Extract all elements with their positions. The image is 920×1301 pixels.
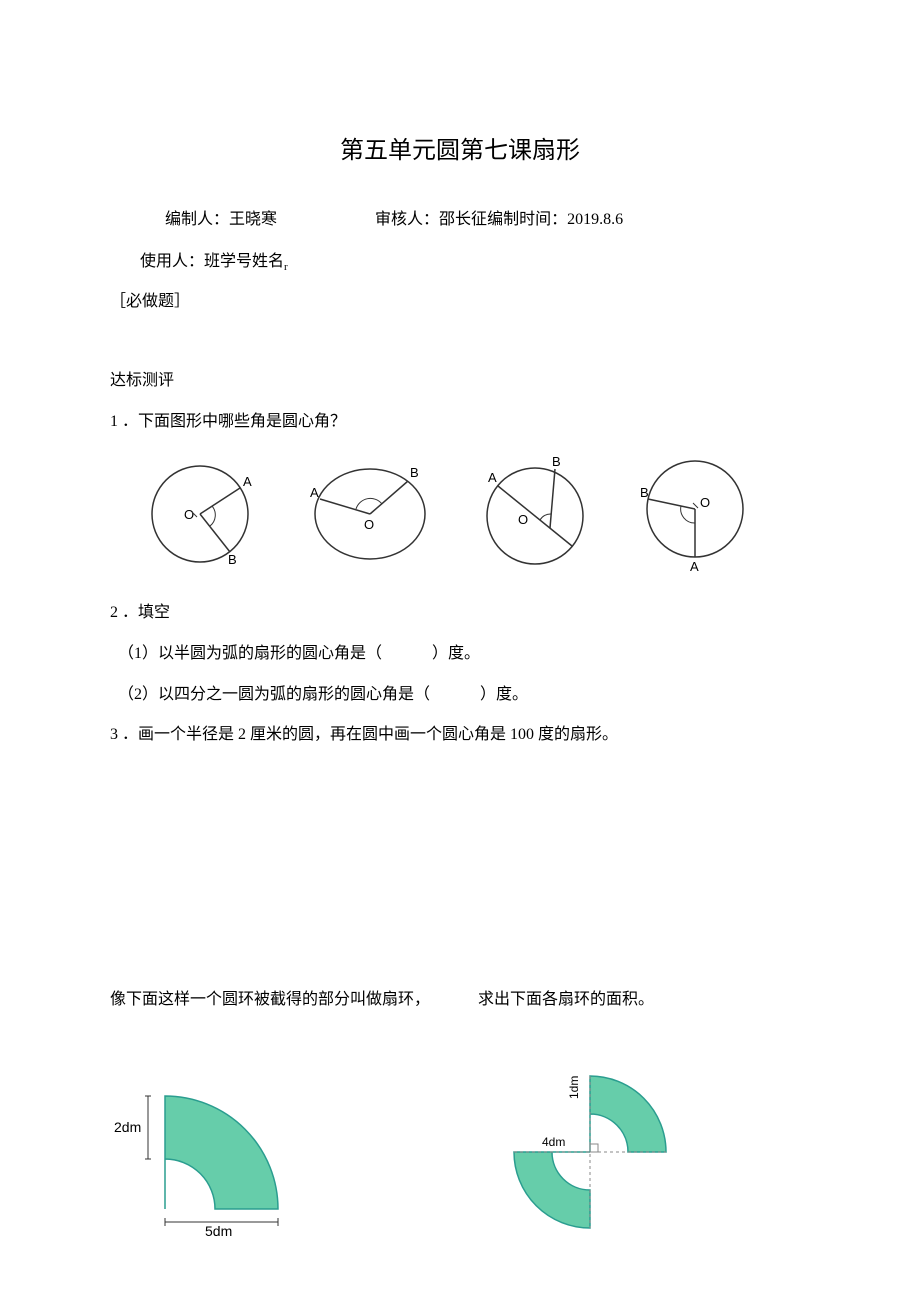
user-text: 使用人：班学号姓名 (140, 253, 284, 270)
question-2-1: （1）以半圆为弧的扇形的圆心角是（ ）度。 (110, 640, 810, 669)
label-B: B (410, 465, 419, 480)
label-O: O (184, 507, 194, 522)
circle-fig-3: A B O (470, 454, 600, 574)
label-O: O (364, 517, 374, 532)
label-A: A (310, 485, 319, 500)
circles-row: A B O A B O A B O B A O (140, 449, 810, 579)
q2-2-text: （2）以四分之一圆为弧的扇形的圆心角是（ (118, 686, 430, 703)
label-B: B (228, 552, 237, 567)
label-O: O (700, 495, 710, 510)
label-5dm: 5dm (205, 1223, 232, 1239)
reviewer-label: 审核人： (375, 211, 439, 228)
subscript-r: r (284, 261, 288, 273)
date-value: 2019.8.6 (567, 211, 623, 228)
label-O: O (518, 512, 528, 527)
ring-text-2: 求出下面各扇环的面积。 (478, 991, 654, 1008)
q2-2-end: ）度。 (480, 686, 528, 703)
compiler-label: 编制人： (165, 211, 229, 228)
required-label: ［必做题］ (110, 287, 810, 311)
q2-1-text: （1）以半圆为弧的扇形的圆心角是（ (118, 645, 382, 662)
ring-text-1: 像下面这样一个圆环被截得的部分叫做扇环， (110, 991, 430, 1008)
label-4dm: 4dm (542, 1135, 565, 1149)
ring-fig-1: 2dm 5dm (110, 1064, 310, 1244)
label-A: A (488, 470, 497, 485)
ring-fig-2: 1dm 4dm (470, 1064, 690, 1259)
reviewer-name: 邵长征 (439, 211, 487, 228)
header-line: 编制人：王晓寒 审核人：邵长征编制时间：2019.8.6 (110, 205, 810, 229)
label-2dm: 2dm (114, 1119, 141, 1135)
label-A: A (690, 559, 699, 574)
question-1: 1 ．下面图形中哪些角是圆心角？ (110, 408, 810, 437)
label-B: B (552, 454, 561, 469)
question-2: 2 ．填空 (110, 599, 810, 628)
date-label: 编制时间： (487, 211, 567, 228)
q2-1-end: ）度。 (432, 645, 480, 662)
label-B: B (640, 485, 649, 500)
question-2-2: （2）以四分之一圆为弧的扇形的圆心角是（ ）度。 (110, 681, 810, 710)
circle-fig-1: A B O (140, 454, 270, 574)
circle-fig-4: B A O (630, 449, 760, 579)
ring-row: 2dm 5dm 1dm 4dm (110, 1064, 810, 1259)
compiler-name: 王晓寒 (229, 211, 277, 228)
circle-fig-2: A B O (300, 459, 440, 569)
label-A: A (243, 474, 252, 489)
page-title: 第五单元圆第七课扇形 (110, 130, 810, 165)
user-line: 使用人：班学号姓名r (110, 247, 810, 273)
question-3: 3 ．画一个半径是 2 厘米的圆，再在圆中画一个圆心角是 100 度的扇形。 (110, 721, 810, 750)
section-header: 达标测评 (110, 366, 810, 390)
ring-text: 像下面这样一个圆环被截得的部分叫做扇环， 求出下面各扇环的面积。 (110, 985, 810, 1009)
label-1dm: 1dm (567, 1076, 581, 1099)
